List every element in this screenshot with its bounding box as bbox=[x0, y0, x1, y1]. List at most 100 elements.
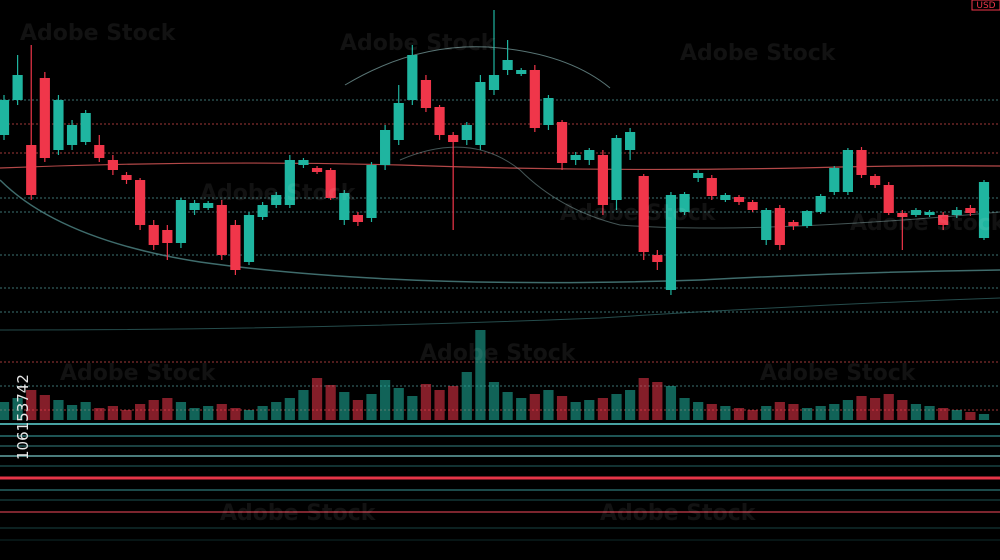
candle-body bbox=[175, 200, 187, 243]
candle bbox=[733, 195, 745, 205]
candle bbox=[883, 182, 894, 215]
volume-bar bbox=[448, 386, 459, 420]
moving-average bbox=[0, 162, 1000, 171]
moving-average bbox=[0, 297, 1000, 331]
candle-body bbox=[924, 212, 935, 215]
candle-body bbox=[556, 122, 568, 163]
candle bbox=[407, 45, 418, 105]
candle bbox=[420, 75, 432, 112]
volume-bar bbox=[26, 390, 37, 420]
volume-bar bbox=[801, 408, 813, 420]
candle-body bbox=[706, 178, 717, 196]
candle bbox=[747, 200, 758, 212]
volume-bar bbox=[366, 394, 377, 420]
moving-average bbox=[344, 46, 611, 89]
candle bbox=[121, 172, 132, 184]
candle bbox=[448, 132, 459, 230]
watermarks: Adobe Stock Adobe Stock Adobe Stock Adob… bbox=[20, 21, 1000, 526]
watermark: Adobe Stock bbox=[220, 501, 377, 526]
moving-average bbox=[399, 146, 1000, 229]
volume-bar bbox=[556, 396, 568, 420]
volume-bar bbox=[611, 394, 622, 420]
volume-bar bbox=[94, 408, 105, 420]
candle bbox=[311, 166, 323, 174]
volume-bar bbox=[380, 380, 391, 420]
candle bbox=[597, 150, 608, 215]
candle-body bbox=[26, 145, 37, 195]
volume-bar bbox=[870, 398, 881, 420]
candle-body bbox=[407, 55, 418, 100]
candle-body bbox=[366, 165, 377, 218]
volume-bar bbox=[788, 404, 799, 420]
volume-bar bbox=[162, 398, 173, 420]
candle bbox=[53, 95, 64, 155]
candle-body bbox=[842, 150, 853, 192]
volume-bar bbox=[584, 400, 595, 420]
candle bbox=[271, 192, 282, 208]
candle-body bbox=[679, 194, 690, 212]
candle-body bbox=[0, 100, 10, 135]
candle-body bbox=[543, 98, 554, 125]
candle bbox=[475, 75, 486, 150]
watermark: Adobe Stock bbox=[850, 211, 1000, 236]
candle-body bbox=[597, 155, 608, 205]
candle bbox=[0, 95, 10, 140]
volume-bar bbox=[393, 388, 404, 420]
candle bbox=[488, 10, 500, 95]
candle-body bbox=[189, 203, 200, 210]
candle-body bbox=[870, 176, 881, 185]
candle bbox=[625, 128, 636, 160]
watermark: Adobe Stock bbox=[420, 341, 577, 366]
volume-bar bbox=[693, 402, 704, 420]
watermark: Adobe Stock bbox=[340, 31, 497, 56]
candle bbox=[938, 212, 949, 230]
volume-bar bbox=[502, 392, 513, 420]
candle bbox=[774, 205, 785, 250]
candle bbox=[842, 148, 853, 195]
candle bbox=[910, 208, 922, 217]
candle bbox=[203, 201, 214, 210]
candle bbox=[638, 174, 649, 260]
candle-body bbox=[815, 196, 826, 212]
candle-body bbox=[393, 103, 404, 140]
candle-body bbox=[665, 195, 677, 290]
candle-body bbox=[94, 145, 105, 158]
volume-bar bbox=[910, 404, 922, 420]
volume-bar bbox=[924, 406, 935, 420]
candle-body bbox=[325, 170, 336, 198]
volume-bar bbox=[543, 390, 554, 420]
volume-bar bbox=[597, 398, 608, 420]
volume-bar bbox=[107, 406, 118, 420]
volume-bar bbox=[230, 408, 241, 420]
candle bbox=[556, 120, 568, 170]
candle-body bbox=[951, 210, 962, 215]
volume-bar bbox=[339, 392, 350, 420]
volume-bar bbox=[325, 385, 336, 420]
candle-body bbox=[39, 78, 50, 158]
candle bbox=[543, 95, 554, 130]
candle bbox=[502, 40, 513, 75]
candle bbox=[325, 168, 336, 200]
volume-bar bbox=[679, 398, 690, 420]
volume-bar bbox=[815, 406, 826, 420]
candle-body bbox=[284, 160, 295, 205]
candle-body bbox=[488, 75, 500, 90]
watermark: Adobe Stock bbox=[60, 361, 217, 386]
candle-body bbox=[516, 70, 527, 74]
volume-bar bbox=[53, 400, 64, 420]
candle bbox=[516, 68, 527, 76]
candle-body bbox=[978, 182, 990, 238]
candle bbox=[652, 250, 663, 270]
candle-body bbox=[788, 222, 799, 226]
watermark: Adobe Stock bbox=[680, 41, 837, 66]
candle bbox=[94, 135, 105, 162]
volume-bar bbox=[570, 402, 581, 420]
candle-body bbox=[652, 255, 663, 262]
volume-bar bbox=[189, 408, 200, 420]
watermark: Adobe Stock bbox=[20, 21, 177, 46]
volume-bar bbox=[271, 402, 282, 420]
candle-body bbox=[230, 225, 241, 270]
volume-bar bbox=[978, 414, 990, 420]
